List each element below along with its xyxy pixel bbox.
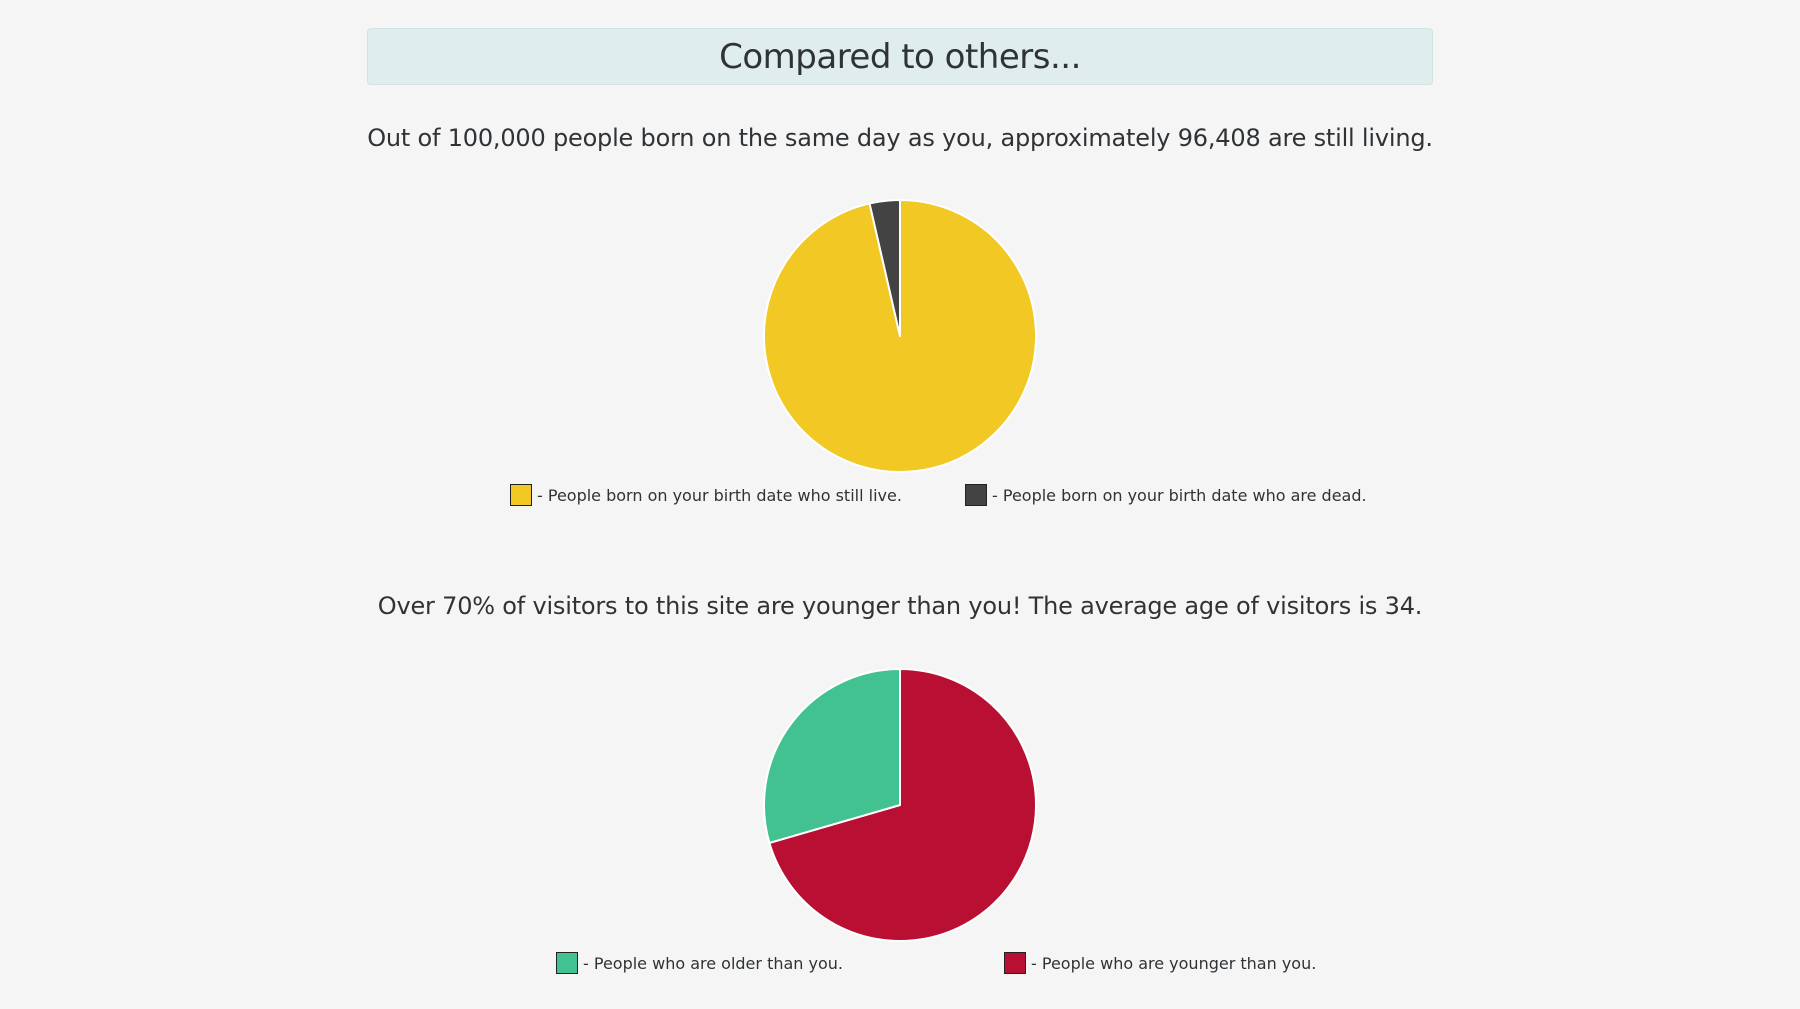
legend-item-still-live: - People born on your birth date who sti… xyxy=(510,484,902,506)
visitors-pie-slice-1 xyxy=(763,668,901,844)
legend-label-dead: - People born on your birth date who are… xyxy=(992,485,1367,505)
legend-item-dead: - People born on your birth date who are… xyxy=(965,484,1367,506)
section-title: Compared to others... xyxy=(719,36,1081,77)
visitors-pie-chart xyxy=(760,665,1040,945)
survival-pie-svg xyxy=(763,199,1037,473)
survival-caption: Out of 100,000 people born on the same d… xyxy=(367,124,1433,152)
legend-swatch-older xyxy=(556,952,578,974)
visitors-pie-slice-0 xyxy=(768,668,1037,942)
legend-swatch-younger xyxy=(1004,952,1026,974)
visitors-caption: Over 70% of visitors to this site are yo… xyxy=(377,592,1423,620)
legend-label-younger: - People who are younger than you. xyxy=(1031,953,1317,973)
legend-label-still-live: - People born on your birth date who sti… xyxy=(537,485,902,505)
legend-swatch-dead xyxy=(965,484,987,506)
legend-item-younger: - People who are younger than you. xyxy=(1004,952,1316,974)
visitors-pie-svg xyxy=(763,668,1037,942)
legend-swatch-still-live xyxy=(510,484,532,506)
legend-label-older: - People who are older than you. xyxy=(583,953,843,973)
survival-pie-chart xyxy=(760,196,1040,476)
section-header: Compared to others... xyxy=(367,28,1433,85)
survival-pie-slice-1 xyxy=(868,199,901,337)
legend-item-older: - People who are older than you. xyxy=(556,952,843,974)
